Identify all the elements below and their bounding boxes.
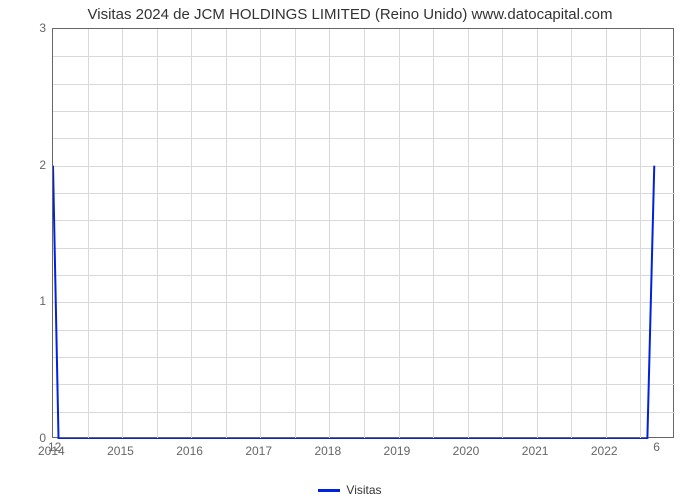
- point-label: 12: [48, 440, 61, 454]
- y-tick-label: 1: [39, 294, 46, 308]
- x-tick-label: 2022: [591, 444, 618, 458]
- x-tick-label: 2019: [384, 444, 411, 458]
- plot-area: [52, 28, 674, 438]
- chart-title: Visitas 2024 de JCM HOLDINGS LIMITED (Re…: [0, 6, 700, 23]
- y-tick-label: 3: [39, 21, 46, 35]
- series-line: [53, 29, 675, 439]
- point-label: 6: [653, 440, 660, 454]
- legend-label: Visitas: [346, 483, 381, 497]
- x-tick-label: 2021: [522, 444, 549, 458]
- x-tick-label: 2016: [176, 444, 203, 458]
- y-tick-label: 0: [39, 431, 46, 445]
- x-tick-label: 2015: [107, 444, 134, 458]
- y-tick-label: 2: [39, 158, 46, 172]
- chart-container: Visitas 2024 de JCM HOLDINGS LIMITED (Re…: [0, 0, 700, 500]
- x-tick-label: 2020: [453, 444, 480, 458]
- legend: Visitas: [0, 483, 700, 497]
- x-tick-label: 2017: [245, 444, 272, 458]
- legend-swatch: [318, 489, 340, 492]
- x-tick-label: 2018: [314, 444, 341, 458]
